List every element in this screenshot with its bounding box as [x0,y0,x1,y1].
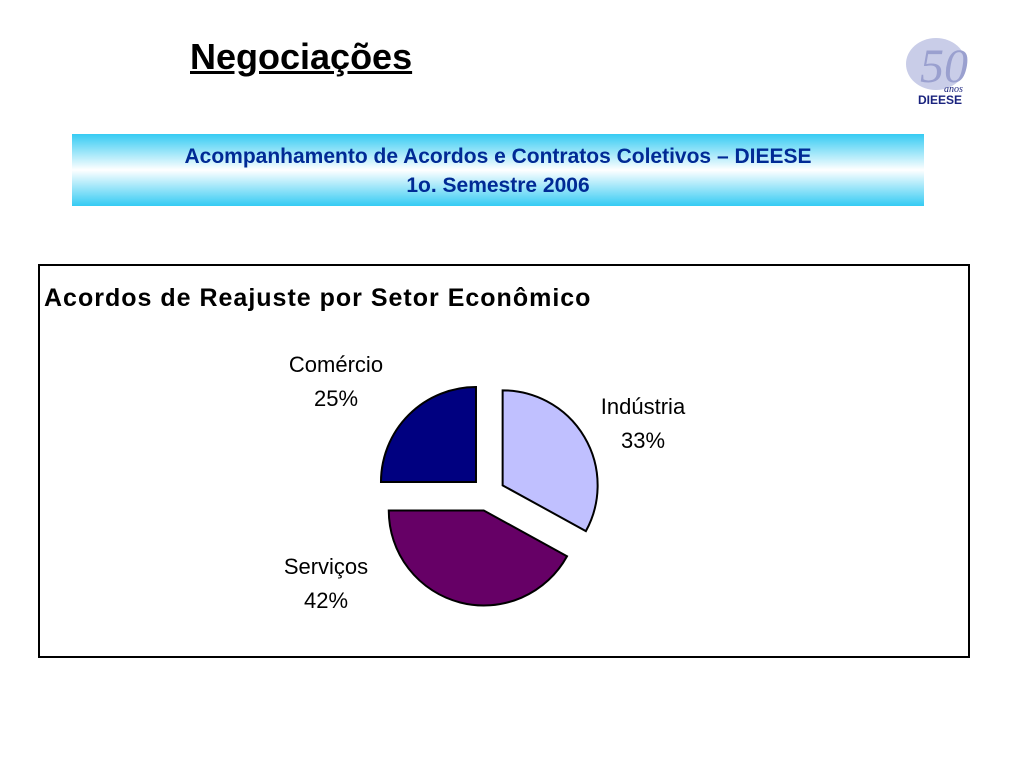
logo-brand: DIEESE [918,93,962,107]
slice-label-percent: 25% [314,386,358,411]
subtitle-line-2: 1o. Semestre 2006 [406,174,590,197]
subtitle-line-1: Acompanhamento de Acordos e Contratos Co… [184,145,812,168]
pie-chart: Indústria 33% Serviços 42% Comércio 25% [284,352,686,613]
slice-label-name: Comércio [289,352,383,377]
logo-number: 50 [920,40,968,93]
pie-slice-industria [501,389,599,533]
slice-label-percent: 42% [304,588,348,613]
logo-word: anos [944,84,963,95]
slice-label-name: Indústria [601,394,686,419]
dieese-50-anos-logo: 50 anos DIEESE [906,38,968,107]
subtitle-banner: Acompanhamento de Acordos e Contratos Co… [72,134,924,206]
chart-title: Acordos de Reajuste por Setor Econômico [44,284,592,312]
pie-slice-servicos [387,509,569,607]
logo-swirl [906,38,966,90]
chart-frame: Acordos de Reajuste por Setor Econômico … [38,264,970,658]
pie-slice-comercio [379,385,477,483]
slice-label-name: Serviços [284,554,368,579]
slice-label-percent: 33% [621,428,665,453]
slide-title: Negociações [190,36,413,77]
